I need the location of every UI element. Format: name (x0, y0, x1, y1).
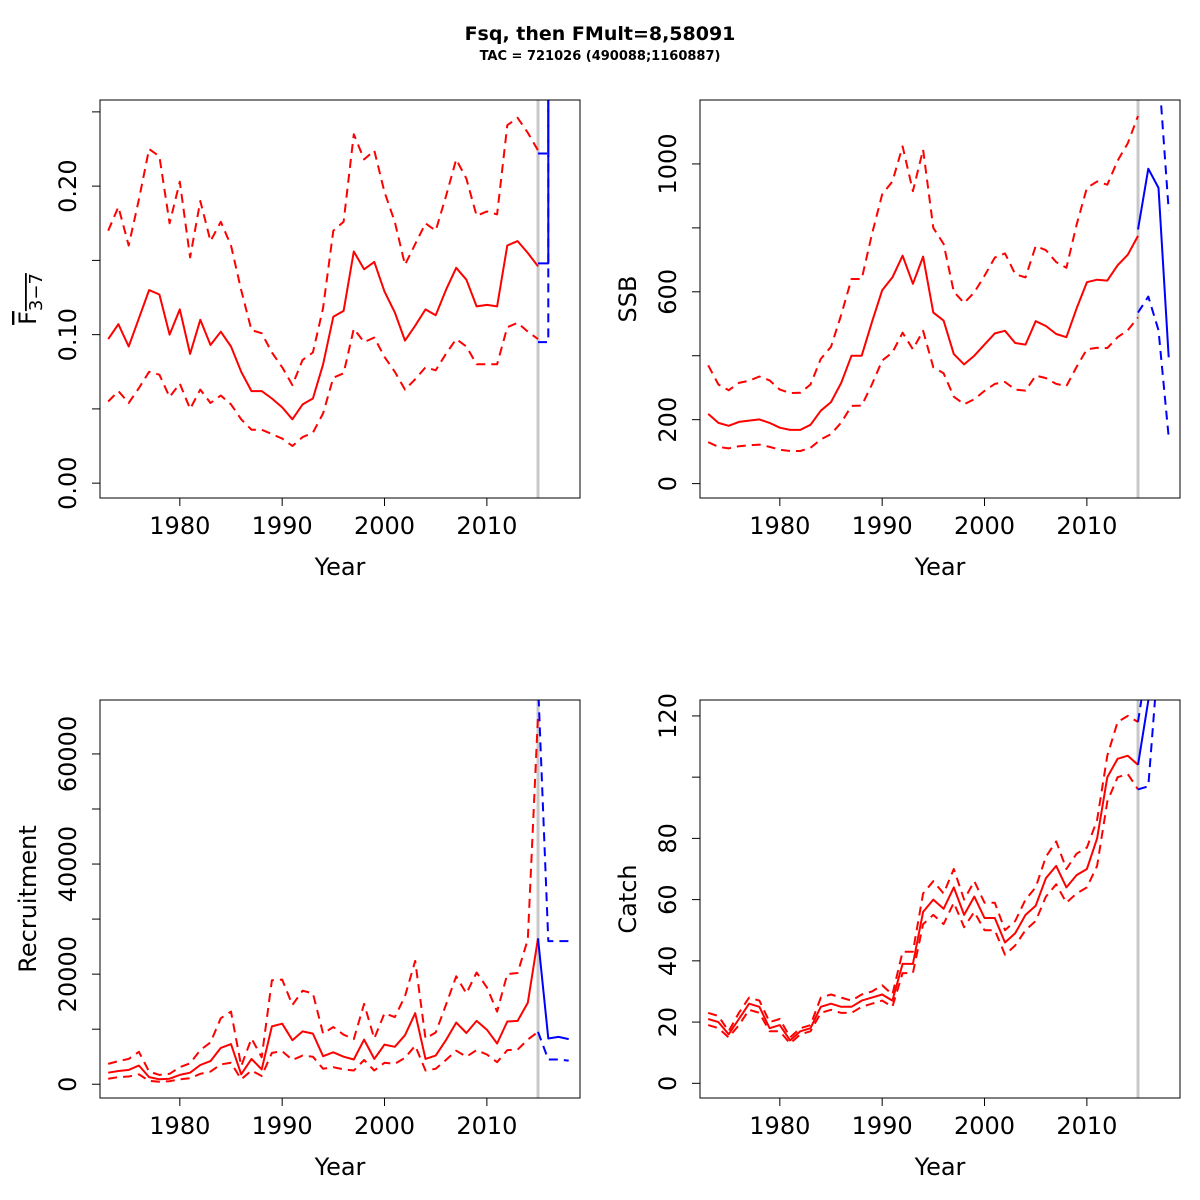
recruitment-y-tick-label: 0 (54, 1077, 82, 1092)
recruitment-history-estimate-line (108, 938, 539, 1081)
ssb-plot-frame (699, 99, 1181, 499)
recruitment-plot-area (107, 700, 569, 1098)
ssb-y-axis-label: SSB (614, 276, 642, 323)
ssb-y-tick-label: 0 (654, 476, 682, 491)
fbar-panel: 1980 1990 2000 2010 0.00 0.10 0.20 Year F3−7 (14, 99, 581, 581)
fbar-forecast-estimate-line (538, 100, 550, 265)
fbar-x-tick-label: 1980 (149, 512, 210, 540)
catch-y-tick-label: 120 (654, 693, 682, 739)
ssb-y-tick-label: 200 (654, 397, 682, 443)
ssb-x-axis-label: Year (914, 553, 966, 581)
catch-x-tick-label: 2010 (1056, 1112, 1117, 1140)
recruitment-x-tick-label: 2000 (354, 1112, 415, 1140)
fbar-y-axis-label-main: F (14, 311, 42, 325)
recruitment-forecast-upper-line (537, 700, 569, 943)
ssb-x-tick-label: 2000 (954, 512, 1015, 540)
catch-x-axis-label: Year (914, 1153, 966, 1181)
fbar-history-upper-line (107, 116, 539, 387)
catch-x-tick-label: 2000 (954, 1112, 1015, 1140)
recruitment-x-axis-label: Year (314, 1153, 366, 1181)
catch-plot-area (707, 700, 1156, 1098)
catch-y-tick-label: 60 (654, 884, 682, 915)
recruitment-x-tick-label: 1990 (252, 1112, 313, 1140)
ssb-history-upper-line (707, 115, 1139, 395)
recruitment-y-tick-label: 60000 (54, 716, 82, 792)
fbar-plot-area (107, 100, 550, 498)
catch-history-upper-line (707, 714, 1139, 1039)
catch-history-lower-line (707, 773, 1139, 1045)
fbar-x-tick-label: 2000 (354, 512, 415, 540)
recruitment-plot-frame (99, 699, 581, 1099)
ssb-panel: 1980 1990 2000 2010 0 200 600 1000 Year SSB (614, 99, 1181, 581)
catch-x-tick-label: 1980 (749, 1112, 810, 1140)
ssb-x-tick-label: 2010 (1056, 512, 1117, 540)
catch-y-tick-label: 40 (654, 946, 682, 977)
ssb-plot-area (707, 100, 1170, 498)
fbar-history-estimate-line (107, 240, 539, 421)
catch-x-tick-label: 1990 (852, 1112, 913, 1140)
catch-plot-frame (699, 699, 1181, 1099)
recruitment-forecast-estimate-line (537, 938, 569, 1041)
fbar-y-axis-label-sub: 3−7 (26, 273, 47, 311)
recruitment-forecast-lower-line (537, 1031, 569, 1062)
fbar-y-tick-label: 0.00 (54, 456, 82, 509)
ssb-history-lower-line (707, 316, 1139, 452)
ssb-y-tick-label: 1000 (654, 133, 682, 194)
fbar-forecast-upper-line (538, 100, 550, 155)
catch-forecast-estimate-line (1137, 700, 1150, 766)
ssb-forecast-lower-line (1137, 295, 1170, 438)
catch-panel: 1980 1990 2000 2010 0 20 40 60 80 120 Year Catch (614, 693, 1181, 1181)
catch-y-tick-label: 0 (654, 1076, 682, 1091)
fbar-history-lower-line (107, 321, 539, 447)
ssb-forecast-upper-line (1159, 100, 1170, 211)
catch-y-axis-label: Catch (614, 864, 642, 933)
recruitment-x-tick-label: 2010 (456, 1112, 517, 1140)
ssb-x-tick-label: 1990 (852, 512, 913, 540)
figure-subtitle: TAC = 721026 (490088;1160887) (480, 49, 721, 64)
catch-history-estimate-line (707, 754, 1139, 1042)
recruitment-panel: 1980 1990 2000 2010 0 20000 40000 60000 Year Recr… (14, 699, 581, 1181)
recruitment-history-upper-line (107, 715, 539, 1076)
recruitment-y-axis-label: Recruitment (14, 825, 42, 972)
catch-forecast-upper-line (1137, 700, 1143, 723)
fbar-forecast-lower-line (538, 100, 550, 344)
recruitment-x-tick-label: 1980 (149, 1112, 210, 1140)
fbar-y-tick-label: 0.10 (54, 308, 82, 361)
recruitment-history-lower-line (108, 1031, 539, 1083)
catch-forecast-lower-line (1137, 700, 1156, 791)
fbar-y-axis-label: F3−7 (14, 273, 47, 325)
fbar-y-tick-label: 0.20 (54, 159, 82, 212)
catch-y-tick-label: 80 (654, 823, 682, 854)
recruitment-y-tick-label: 20000 (54, 936, 82, 1012)
fbar-plot-frame (99, 99, 581, 499)
ssb-history-estimate-line (707, 235, 1139, 431)
ssb-y-tick-label: 600 (654, 269, 682, 315)
ssb-x-tick-label: 1980 (749, 512, 810, 540)
ssb-forecast-estimate-line (1137, 167, 1170, 358)
recruitment-y-tick-label: 40000 (54, 826, 82, 902)
fbar-x-tick-label: 2010 (456, 512, 517, 540)
catch-y-tick-label: 20 (654, 1007, 682, 1038)
fbar-x-axis-label: Year (314, 553, 366, 581)
figure-title: Fsq, then FMult=8,58091 (465, 23, 736, 45)
fbar-x-tick-label: 1990 (252, 512, 313, 540)
